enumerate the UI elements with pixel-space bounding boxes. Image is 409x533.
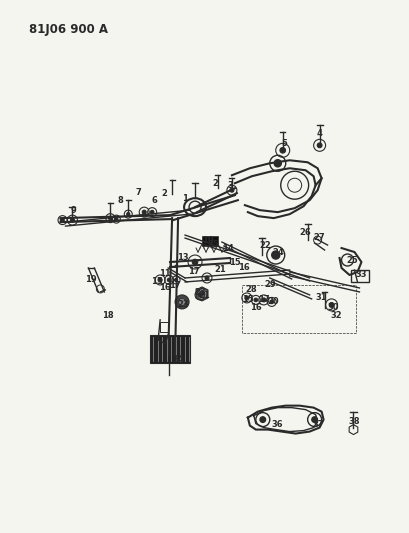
Text: 35: 35 xyxy=(207,239,219,248)
Text: 15: 15 xyxy=(151,278,163,286)
Text: 19: 19 xyxy=(85,276,96,285)
Text: 2: 2 xyxy=(161,189,167,198)
Text: 16: 16 xyxy=(250,303,262,312)
Circle shape xyxy=(198,293,202,297)
Text: 17: 17 xyxy=(188,268,200,277)
Circle shape xyxy=(108,216,112,220)
Text: 31: 31 xyxy=(316,294,328,302)
Circle shape xyxy=(167,278,171,282)
Polygon shape xyxy=(196,287,208,301)
Bar xyxy=(202,236,218,246)
Text: 30: 30 xyxy=(328,303,339,312)
Text: 7: 7 xyxy=(135,188,141,197)
Text: 3: 3 xyxy=(227,181,233,190)
Circle shape xyxy=(245,296,249,300)
Circle shape xyxy=(317,143,322,148)
Text: 15: 15 xyxy=(242,295,254,304)
Text: 11: 11 xyxy=(159,270,171,278)
Text: 38: 38 xyxy=(349,417,360,426)
Circle shape xyxy=(192,259,198,265)
Text: 14: 14 xyxy=(222,244,234,253)
Bar xyxy=(160,322,168,332)
Text: 22: 22 xyxy=(194,288,206,297)
Circle shape xyxy=(61,219,64,222)
Circle shape xyxy=(205,276,209,280)
Text: 6: 6 xyxy=(151,196,157,205)
Text: 15: 15 xyxy=(229,257,241,266)
Circle shape xyxy=(127,213,130,216)
Circle shape xyxy=(158,278,162,282)
Circle shape xyxy=(179,298,186,305)
Text: 8: 8 xyxy=(117,196,123,205)
Text: 28: 28 xyxy=(245,286,257,294)
Text: 17: 17 xyxy=(169,281,181,290)
Text: 26: 26 xyxy=(300,228,312,237)
Text: 33: 33 xyxy=(356,270,367,279)
Text: 13: 13 xyxy=(177,253,189,262)
Circle shape xyxy=(175,278,178,281)
Bar xyxy=(242,285,357,333)
Circle shape xyxy=(230,188,234,192)
Circle shape xyxy=(115,217,118,221)
Text: 23: 23 xyxy=(177,301,189,309)
Text: 4: 4 xyxy=(317,129,323,138)
Text: 22: 22 xyxy=(259,240,271,249)
Text: 2: 2 xyxy=(212,179,218,188)
Text: 18: 18 xyxy=(103,311,114,320)
Circle shape xyxy=(151,211,154,214)
Text: 20: 20 xyxy=(267,297,279,306)
Circle shape xyxy=(270,300,274,304)
Text: 29: 29 xyxy=(264,280,276,289)
Text: 21: 21 xyxy=(198,292,210,301)
Text: 21: 21 xyxy=(214,265,226,274)
Bar xyxy=(351,270,369,282)
Bar xyxy=(150,335,190,363)
Text: 32: 32 xyxy=(331,311,342,320)
Circle shape xyxy=(272,251,280,259)
Circle shape xyxy=(254,298,258,302)
Text: 81J06 900 A: 81J06 900 A xyxy=(29,22,108,36)
Circle shape xyxy=(142,210,146,214)
Text: 37: 37 xyxy=(313,420,324,429)
Circle shape xyxy=(329,303,334,308)
Circle shape xyxy=(274,160,281,167)
Text: 12: 12 xyxy=(167,261,179,270)
Circle shape xyxy=(175,295,189,309)
Circle shape xyxy=(280,148,285,153)
Circle shape xyxy=(260,417,265,422)
Text: 9: 9 xyxy=(71,206,76,215)
Text: 36: 36 xyxy=(272,420,283,429)
Text: 27: 27 xyxy=(314,232,326,241)
Circle shape xyxy=(70,218,74,222)
Text: 16: 16 xyxy=(159,284,171,293)
Circle shape xyxy=(312,417,317,422)
Text: 16: 16 xyxy=(238,263,250,272)
Text: 34: 34 xyxy=(172,356,184,364)
Text: 10: 10 xyxy=(202,236,214,245)
Text: 1: 1 xyxy=(182,193,188,203)
Text: 24: 24 xyxy=(272,247,283,256)
Circle shape xyxy=(262,298,266,302)
Text: 5: 5 xyxy=(282,139,288,148)
Text: 17: 17 xyxy=(258,295,270,304)
Text: 25: 25 xyxy=(346,255,358,264)
